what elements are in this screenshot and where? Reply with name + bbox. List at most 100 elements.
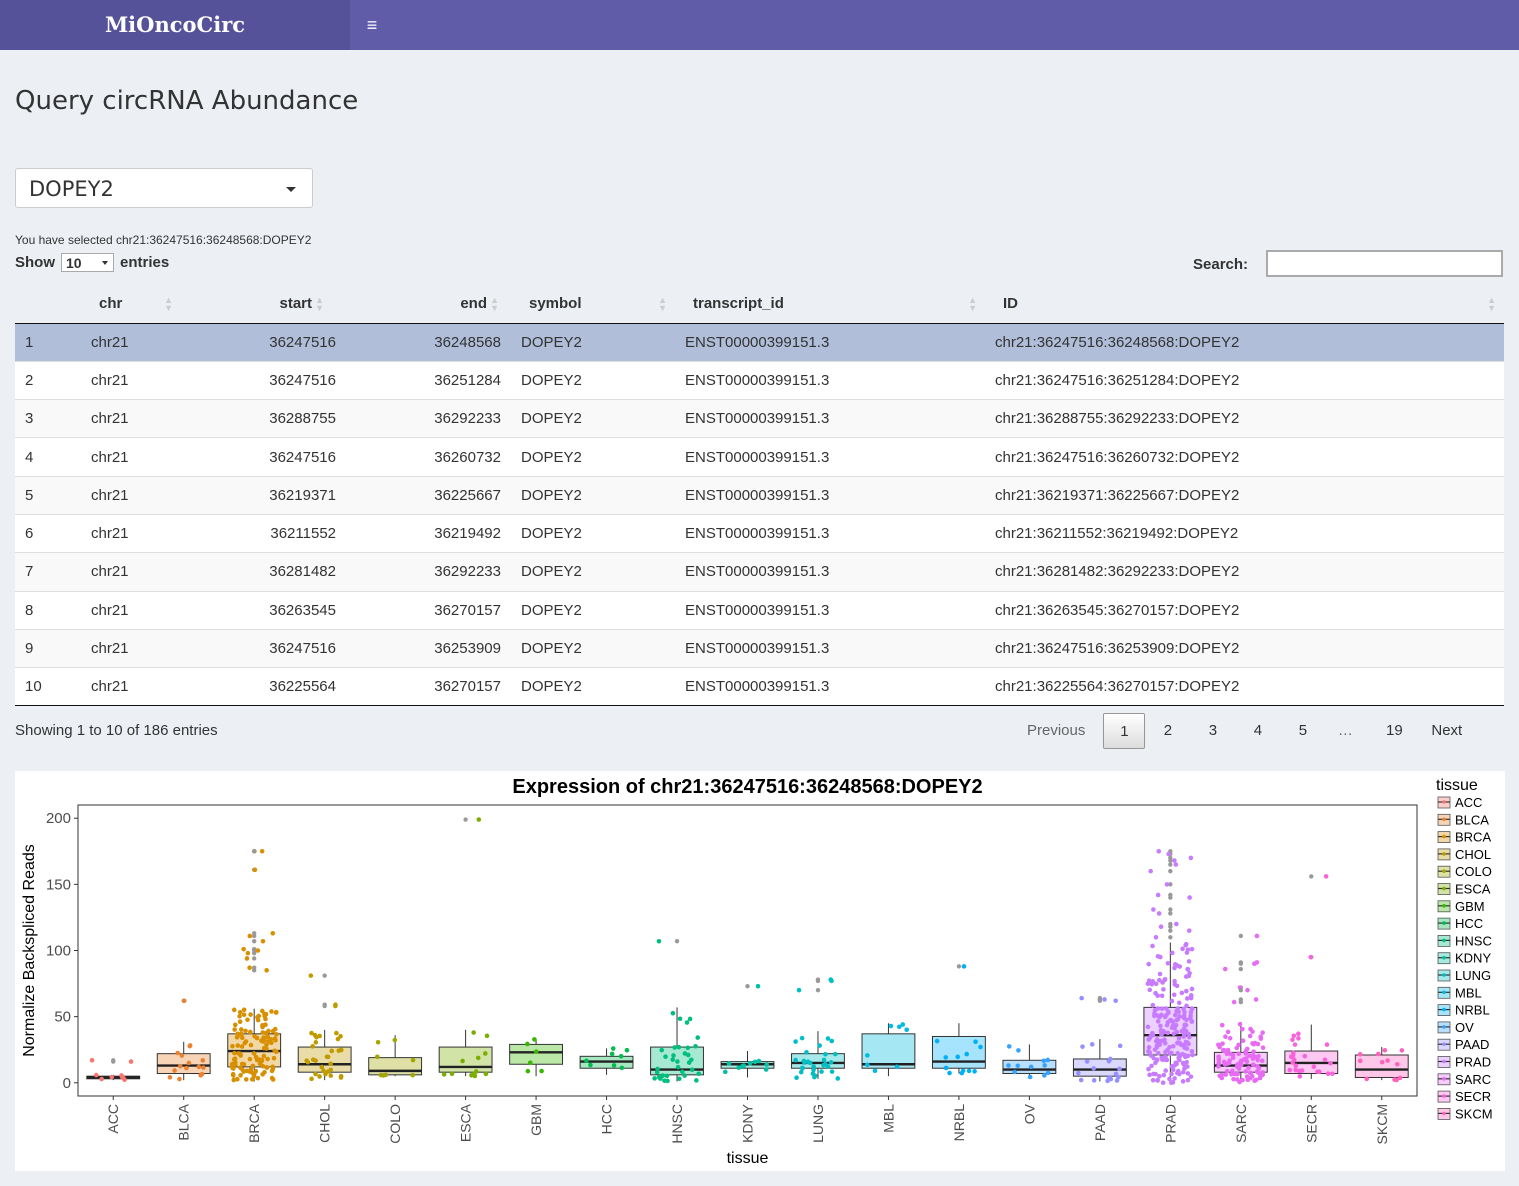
table-row[interactable]: 2 chr21 36247516 36251284 DOPEY2 ENST00000399… [15, 360, 1504, 400]
pagination-page-3[interactable]: 3 [1208, 722, 1218, 739]
table-cell-index: 2 [15, 360, 81, 400]
column-header-chr[interactable]: chr ▲ ▼ [81, 285, 181, 324]
data-point [1185, 1077, 1191, 1083]
data-point [1357, 1058, 1363, 1064]
legend-label: SARC [1455, 1072, 1491, 1087]
table-row[interactable]: 7 chr21 36281482 36292233 DOPEY2 ENST00000399… [15, 552, 1504, 592]
x-tick-label: OV [1021, 1103, 1037, 1124]
table-cell-id: chr21:36247516:36251284:DOPEY2 [985, 360, 1504, 400]
data-point [1179, 990, 1185, 996]
pagination-previous[interactable]: Previous [1027, 722, 1086, 739]
pagination-page-19[interactable]: 19 [1386, 722, 1403, 739]
data-point [1028, 1064, 1034, 1070]
column-header-index[interactable] [15, 285, 81, 324]
pagination-page-5[interactable]: 5 [1298, 722, 1308, 739]
data-point [1180, 1060, 1186, 1066]
data-point [675, 1059, 680, 1064]
data-point [584, 1058, 589, 1064]
table-row[interactable]: 1 chr21 36247516 36248568 DOPEY2 ENST00000399… [15, 322, 1504, 362]
data-point [1254, 933, 1260, 939]
data-point [187, 1043, 193, 1049]
data-point [262, 1037, 267, 1043]
legend-item-colo: COLO [1437, 864, 1492, 879]
column-header-id[interactable]: ID ▲ ▼ [985, 285, 1504, 324]
data-point [1161, 987, 1166, 992]
hamburger-icon[interactable]: ≡ [366, 15, 378, 35]
table-row[interactable]: 6 chr21 36211552 36219492 DOPEY2 ENST00000399… [15, 513, 1504, 553]
data-point [119, 1074, 125, 1080]
legend-key-point [1442, 990, 1446, 995]
table-cell-chr: chr21 [81, 322, 181, 362]
legend-item-hnsc: HNSC [1437, 933, 1492, 948]
table-row[interactable]: 10 chr21 36225564 36270157 DOPEY2 ENST0000039… [15, 667, 1504, 707]
table-cell-index: 3 [15, 399, 81, 438]
data-point [1311, 1064, 1317, 1070]
data-point [245, 950, 251, 956]
data-point [264, 968, 269, 973]
box-group-esca [438, 817, 493, 1079]
data-point [375, 1039, 381, 1045]
data-point [238, 1072, 243, 1078]
data-point [1379, 1059, 1385, 1065]
data-point [1296, 1068, 1302, 1074]
column-header-end[interactable]: end ▲ ▼ [346, 285, 511, 324]
data-point [798, 1069, 804, 1075]
pagination-page-1[interactable]: 1 [1103, 713, 1146, 749]
data-point [1146, 1049, 1151, 1054]
pagination-page-4[interactable]: 4 [1253, 722, 1263, 739]
data-point [241, 1007, 247, 1013]
search-input[interactable] [1266, 250, 1503, 277]
app-logo[interactable]: MiOncoCirc [0, 0, 350, 50]
outlier-point [1238, 999, 1244, 1005]
data-point [238, 1031, 244, 1037]
data-point [177, 1076, 182, 1082]
table-row[interactable]: 3 chr21 36288755 36292233 DOPEY2 ENST00000399… [15, 399, 1504, 438]
data-point [248, 1042, 254, 1048]
data-point [817, 1043, 822, 1048]
column-header-transcript-id[interactable]: transcript_id ▲ ▼ [675, 285, 985, 324]
table-cell-start: 36219371 [181, 475, 346, 515]
data-point [1185, 1064, 1190, 1069]
data-point [1189, 946, 1195, 952]
data-point [964, 1051, 970, 1057]
data-point [1316, 1069, 1322, 1075]
data-point [1302, 1053, 1308, 1059]
data-point [273, 1010, 279, 1015]
legend-label: OV [1455, 1020, 1474, 1035]
data-point [694, 1078, 699, 1083]
table-cell-chr: chr21 [81, 437, 181, 477]
table-row[interactable]: 4 chr21 36247516 36260732 DOPEY2 ENST00000399… [15, 437, 1504, 477]
data-point [1167, 1044, 1172, 1050]
data-point [726, 1061, 732, 1066]
data-point [677, 1076, 682, 1082]
pagination-next[interactable]: Next [1431, 722, 1463, 739]
pagination-ellipsis: … [1337, 722, 1353, 739]
data-point [1157, 1042, 1163, 1048]
column-header-symbol[interactable]: symbol ▲ ▼ [511, 285, 675, 324]
legend-label: BRCA [1455, 830, 1491, 845]
data-point [1153, 1060, 1158, 1066]
data-point [1171, 992, 1177, 998]
pagination-page-2[interactable]: 2 [1163, 722, 1173, 739]
box-group-secr [1284, 874, 1339, 1079]
table-row[interactable]: 9 chr21 36247516 36253909 DOPEY2 ENST00000399… [15, 628, 1504, 668]
outlier-point [322, 1003, 327, 1009]
legend-key-point [1442, 800, 1446, 804]
legend-label: ESCA [1455, 882, 1491, 897]
show-label: Show [15, 254, 55, 271]
outlier-point [1238, 933, 1244, 939]
column-header-start[interactable]: start ▲ ▼ [181, 285, 346, 324]
table-cell-chr: chr21 [81, 628, 181, 668]
legend-label: PRAD [1455, 1055, 1491, 1070]
data-point [1183, 974, 1189, 979]
data-point [196, 1064, 202, 1070]
data-point [1243, 1051, 1249, 1056]
data-point [1290, 1052, 1296, 1058]
table-row[interactable]: 5 chr21 36219371 36225667 DOPEY2 ENST00000399… [15, 475, 1504, 515]
page-length-select[interactable]: 10 [61, 253, 114, 272]
data-point [128, 1059, 134, 1064]
data-point [309, 1076, 314, 1082]
table-row[interactable]: 8 chr21 36263545 36270157 DOPEY2 ENST00000399… [15, 590, 1504, 630]
data-point [338, 1047, 344, 1053]
gene-select[interactable]: DOPEY2 [15, 168, 313, 208]
